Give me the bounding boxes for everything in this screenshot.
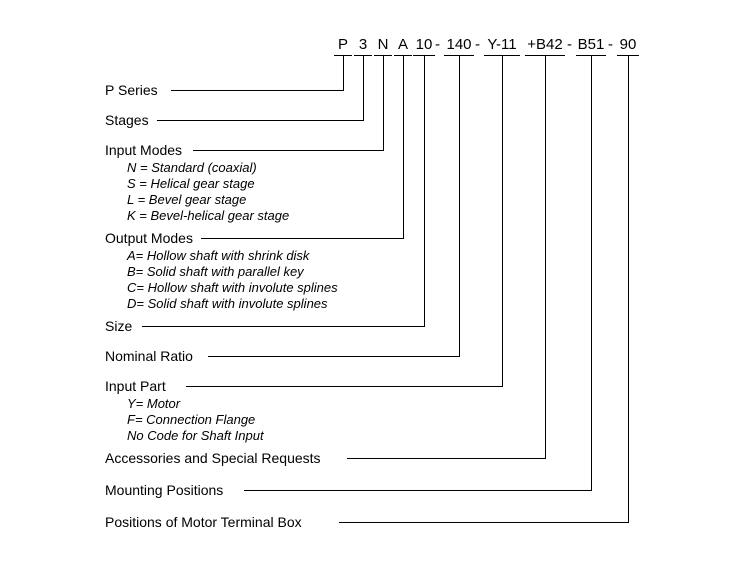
hline-p_series (171, 90, 343, 91)
label-output_modes: Output Modes (105, 230, 193, 246)
sub-output_modes-1: B= Solid shaft with parallel key (127, 264, 304, 279)
hline-size (142, 326, 424, 327)
vline-size (424, 55, 425, 327)
sub-output_modes-3: D= Solid shaft with involute splines (127, 296, 328, 311)
vline-ratio (459, 55, 460, 357)
sub-input_modes-0: N = Standard (coaxial) (127, 160, 257, 175)
code-separator: - (435, 36, 440, 53)
sub-input_part-0: Y= Motor (127, 396, 180, 411)
code-separator: - (608, 36, 613, 53)
hline-stages (157, 120, 363, 121)
hline-input_modes (193, 150, 383, 151)
code-seg-stages: 3 (354, 36, 372, 53)
label-termbox: Positions of Motor Terminal Box (105, 514, 302, 530)
hline-ratio (208, 356, 459, 357)
code-separator: - (567, 36, 572, 53)
code-seg-mount: B51 (576, 36, 606, 53)
hline-acc (347, 458, 545, 459)
hline-input_part (186, 386, 502, 387)
sub-input_modes-2: L = Bevel gear stage (127, 192, 246, 207)
sub-input_modes-3: K = Bevel-helical gear stage (127, 208, 289, 223)
code-seg-acc: +B42 (525, 36, 565, 53)
vline-input_modes (383, 55, 384, 151)
sub-output_modes-0: A= Hollow shaft with shrink disk (127, 248, 309, 263)
label-acc: Accessories and Special Requests (105, 450, 321, 466)
code-seg-output: A (394, 36, 412, 53)
label-p_series: P Series (105, 82, 158, 98)
vline-termbox (628, 55, 629, 523)
vline-acc (545, 55, 546, 459)
label-input_modes: Input Modes (105, 142, 182, 158)
hline-termbox (339, 522, 628, 523)
label-ratio: Nominal Ratio (105, 348, 193, 364)
label-stages: Stages (105, 112, 149, 128)
code-seg-ratio: 140 (444, 36, 474, 53)
vline-p_series (343, 55, 344, 91)
sub-output_modes-2: C= Hollow shaft with involute splines (127, 280, 338, 295)
vline-input_part (502, 55, 503, 387)
sub-input_part-1: F= Connection Flange (127, 412, 255, 427)
code-separator: - (475, 36, 480, 53)
sub-input_part-2: No Code for Shaft Input (127, 428, 264, 443)
sub-input_modes-1: S = Helical gear stage (127, 176, 255, 191)
label-input_part: Input Part (105, 378, 166, 394)
code-seg-input: N (374, 36, 392, 53)
code-seg-size: 10 (413, 36, 435, 53)
label-size: Size (105, 318, 132, 334)
hline-mount (244, 490, 591, 491)
vline-output_modes (403, 55, 404, 239)
vline-mount (591, 55, 592, 491)
code-seg-inputpart: Y-11 (484, 36, 520, 53)
code-seg-termbox: 90 (617, 36, 639, 53)
label-mount: Mounting Positions (105, 482, 223, 498)
hline-output_modes (201, 238, 403, 239)
vline-stages (363, 55, 364, 121)
code-seg-p: P (334, 36, 352, 53)
